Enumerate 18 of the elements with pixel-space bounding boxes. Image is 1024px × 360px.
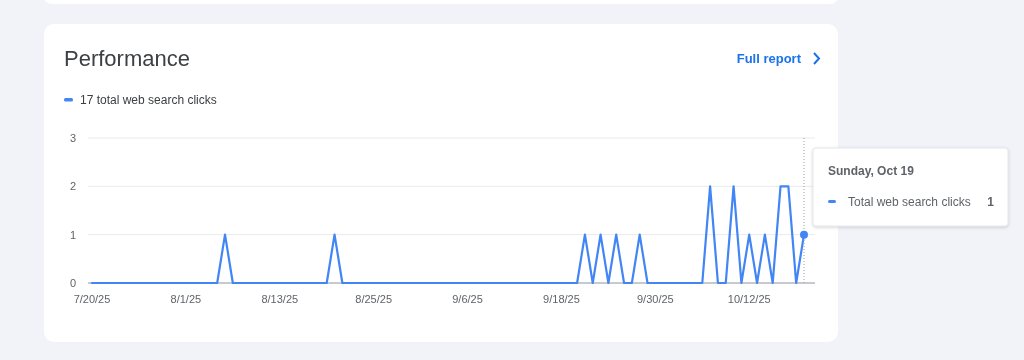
x-tick-label: 8/25/25 xyxy=(355,293,393,305)
legend-label: 17 total web search clicks xyxy=(80,93,217,107)
text: Full report xyxy=(736,51,802,66)
text: Sunday, Oct 19 xyxy=(828,164,915,178)
x-tick-label: 9/30/25 xyxy=(636,293,674,305)
x-tick-label: 9/18/25 xyxy=(543,293,580,305)
y-tick-label: 2 xyxy=(69,180,76,193)
x-tick-label: 9/6/25 xyxy=(452,293,483,305)
x-tick-label: 10/12/25 xyxy=(727,293,771,305)
y-tick-label: 1 xyxy=(69,228,76,241)
x-tick-label: 8/13/25 xyxy=(261,293,299,305)
text: 1 xyxy=(987,195,995,209)
chart-title: Performance xyxy=(64,46,190,71)
x-tick-label: 8/1/25 xyxy=(170,293,202,305)
y-tick-label: 0 xyxy=(69,277,76,289)
x-tick-label: 7/20/25 xyxy=(73,293,111,305)
text: Total web search clicks xyxy=(848,195,971,209)
y-tick-label: 3 xyxy=(69,132,76,144)
